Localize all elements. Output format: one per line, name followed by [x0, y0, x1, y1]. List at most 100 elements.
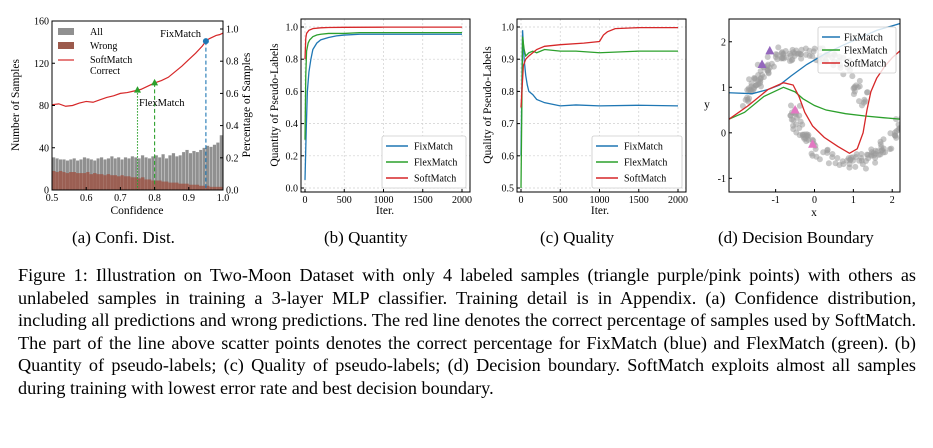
x-tick-label: -1 — [771, 195, 779, 206]
panel-b-legend: FixMatch FlexMatch SoftMatch — [381, 135, 467, 189]
x-tick-label: 1500 — [413, 195, 433, 206]
bar-wrong — [96, 174, 100, 190]
unlabeled-point — [904, 103, 910, 109]
y-tick-label: 0.6 — [502, 151, 515, 162]
labeled-point — [765, 45, 775, 55]
unlabeled-point — [753, 81, 760, 88]
unlabeled-point — [851, 84, 858, 91]
y-tick-label: 1.0 — [502, 23, 515, 34]
subcaption-a: (a) Confi. Dist. — [72, 228, 175, 247]
subcaption-b: (b) Quantity — [324, 228, 408, 247]
unlabeled-point — [787, 112, 794, 119]
unlabeled-point — [904, 110, 910, 116]
bar-wrong — [161, 181, 165, 190]
unlabeled-point — [908, 102, 914, 108]
unlabeled-point — [859, 161, 866, 168]
unlabeled-point — [878, 144, 885, 151]
bar-wrong — [147, 179, 152, 190]
unlabeled-point — [850, 91, 857, 98]
bar-wrong — [120, 175, 124, 190]
bar-wrong — [93, 173, 97, 190]
unlabeled-point — [764, 67, 771, 74]
softmatch-line — [520, 26, 678, 108]
bar-wrong — [154, 180, 159, 190]
unlabeled-point — [779, 49, 786, 56]
panel-d-decision-boundary: -1 0 1 2 -1 0 1 2 x y FixMatch FlexMatch SoftMat… — [704, 18, 914, 219]
unlabeled-point — [856, 77, 863, 84]
unlabeled-point — [905, 104, 911, 110]
unlabeled-point — [789, 56, 796, 63]
x-tick-label: 0.6 — [80, 193, 93, 204]
bar-all — [219, 134, 224, 191]
bar-wrong — [103, 175, 107, 190]
x-tick-label: 0.5 — [46, 193, 59, 204]
bar-wrong — [164, 181, 169, 190]
unlabeled-point — [902, 113, 908, 119]
bar-wrong — [58, 170, 63, 190]
bar-wrong — [171, 182, 176, 190]
bar-all — [192, 150, 196, 191]
legend-softmatch-correct: SoftMatch Correct — [90, 55, 132, 77]
x-tick-label: 500 — [337, 195, 352, 206]
y-tick-right-label: 0.6 — [226, 89, 239, 100]
unlabeled-point — [863, 89, 870, 96]
y-tick-label: 120 — [34, 59, 49, 70]
panel-c-quality: 0 500 1000 1500 2000 0.5 0.6 0.7 0.8 0.9 1.0 Iter… — [482, 18, 688, 217]
bar-wrong — [219, 186, 223, 190]
unlabeled-point — [887, 130, 894, 137]
bar-wrong — [69, 172, 73, 190]
unlabeled-point — [901, 118, 907, 124]
bar-wrong — [110, 175, 114, 190]
x-tick-label: 1.0 — [217, 193, 230, 204]
x-tick-label: 0.7 — [114, 193, 127, 204]
x-tick-label: 2000 — [668, 195, 688, 206]
bar-wrong — [99, 174, 104, 190]
y-tick-right-label: 1.0 — [226, 25, 239, 36]
panel-c-legend: FixMatch FlexMatch SoftMatch — [591, 135, 683, 189]
fixmatch-line — [304, 33, 462, 180]
unlabeled-point — [787, 102, 794, 109]
bar-wrong — [113, 175, 117, 190]
bar-wrong — [216, 186, 220, 190]
bar-all — [212, 144, 217, 191]
unlabeled-point — [872, 159, 879, 166]
bar-wrong — [151, 180, 155, 190]
unlabeled-point — [888, 145, 895, 152]
bar-all — [209, 146, 213, 191]
unlabeled-point — [899, 137, 900, 140]
x-tick-label: 0 — [303, 195, 308, 206]
labeled-point — [808, 139, 818, 148]
bar-wrong — [144, 179, 148, 190]
bar-wrong — [130, 177, 135, 190]
y-tick-label: 0.7 — [502, 119, 515, 130]
y-tick-label: 1 — [721, 83, 726, 94]
panel-b-xlabel: Iter. — [376, 205, 394, 217]
x-tick-label: 0 — [519, 195, 524, 206]
softmatch-correct-line — [51, 32, 224, 107]
softmatch-line — [304, 26, 462, 60]
bar-wrong — [55, 172, 59, 190]
panel-a-legend: All Wrong SoftMatch Correct — [58, 27, 132, 77]
bar-wrong — [65, 173, 70, 190]
unlabeled-point — [858, 150, 865, 157]
bar-all — [188, 152, 193, 191]
unlabeled-point — [809, 152, 816, 159]
legend-all: All — [90, 27, 103, 38]
y-tick-label: 0 — [44, 186, 49, 197]
x-tick-label: 500 — [553, 195, 568, 206]
unlabeled-point — [853, 153, 860, 160]
bar-wrong — [158, 180, 162, 190]
bar-wrong — [134, 177, 138, 190]
unlabeled-point — [796, 125, 803, 132]
unlabeled-point — [846, 161, 853, 168]
legend-fixmatch: FixMatch — [844, 33, 883, 44]
bar-wrong — [209, 186, 213, 190]
y-tick-right-label: 0.0 — [226, 186, 239, 197]
legend-softmatch: SoftMatch — [844, 59, 886, 70]
unlabeled-point — [774, 56, 781, 63]
y-tick-label: 2 — [721, 37, 726, 48]
fixmatch-marker-label: FixMatch — [160, 29, 202, 40]
unlabeled-point — [906, 126, 912, 132]
unlabeled-point — [880, 149, 887, 156]
y-tick-right-label: 0.8 — [226, 57, 239, 68]
